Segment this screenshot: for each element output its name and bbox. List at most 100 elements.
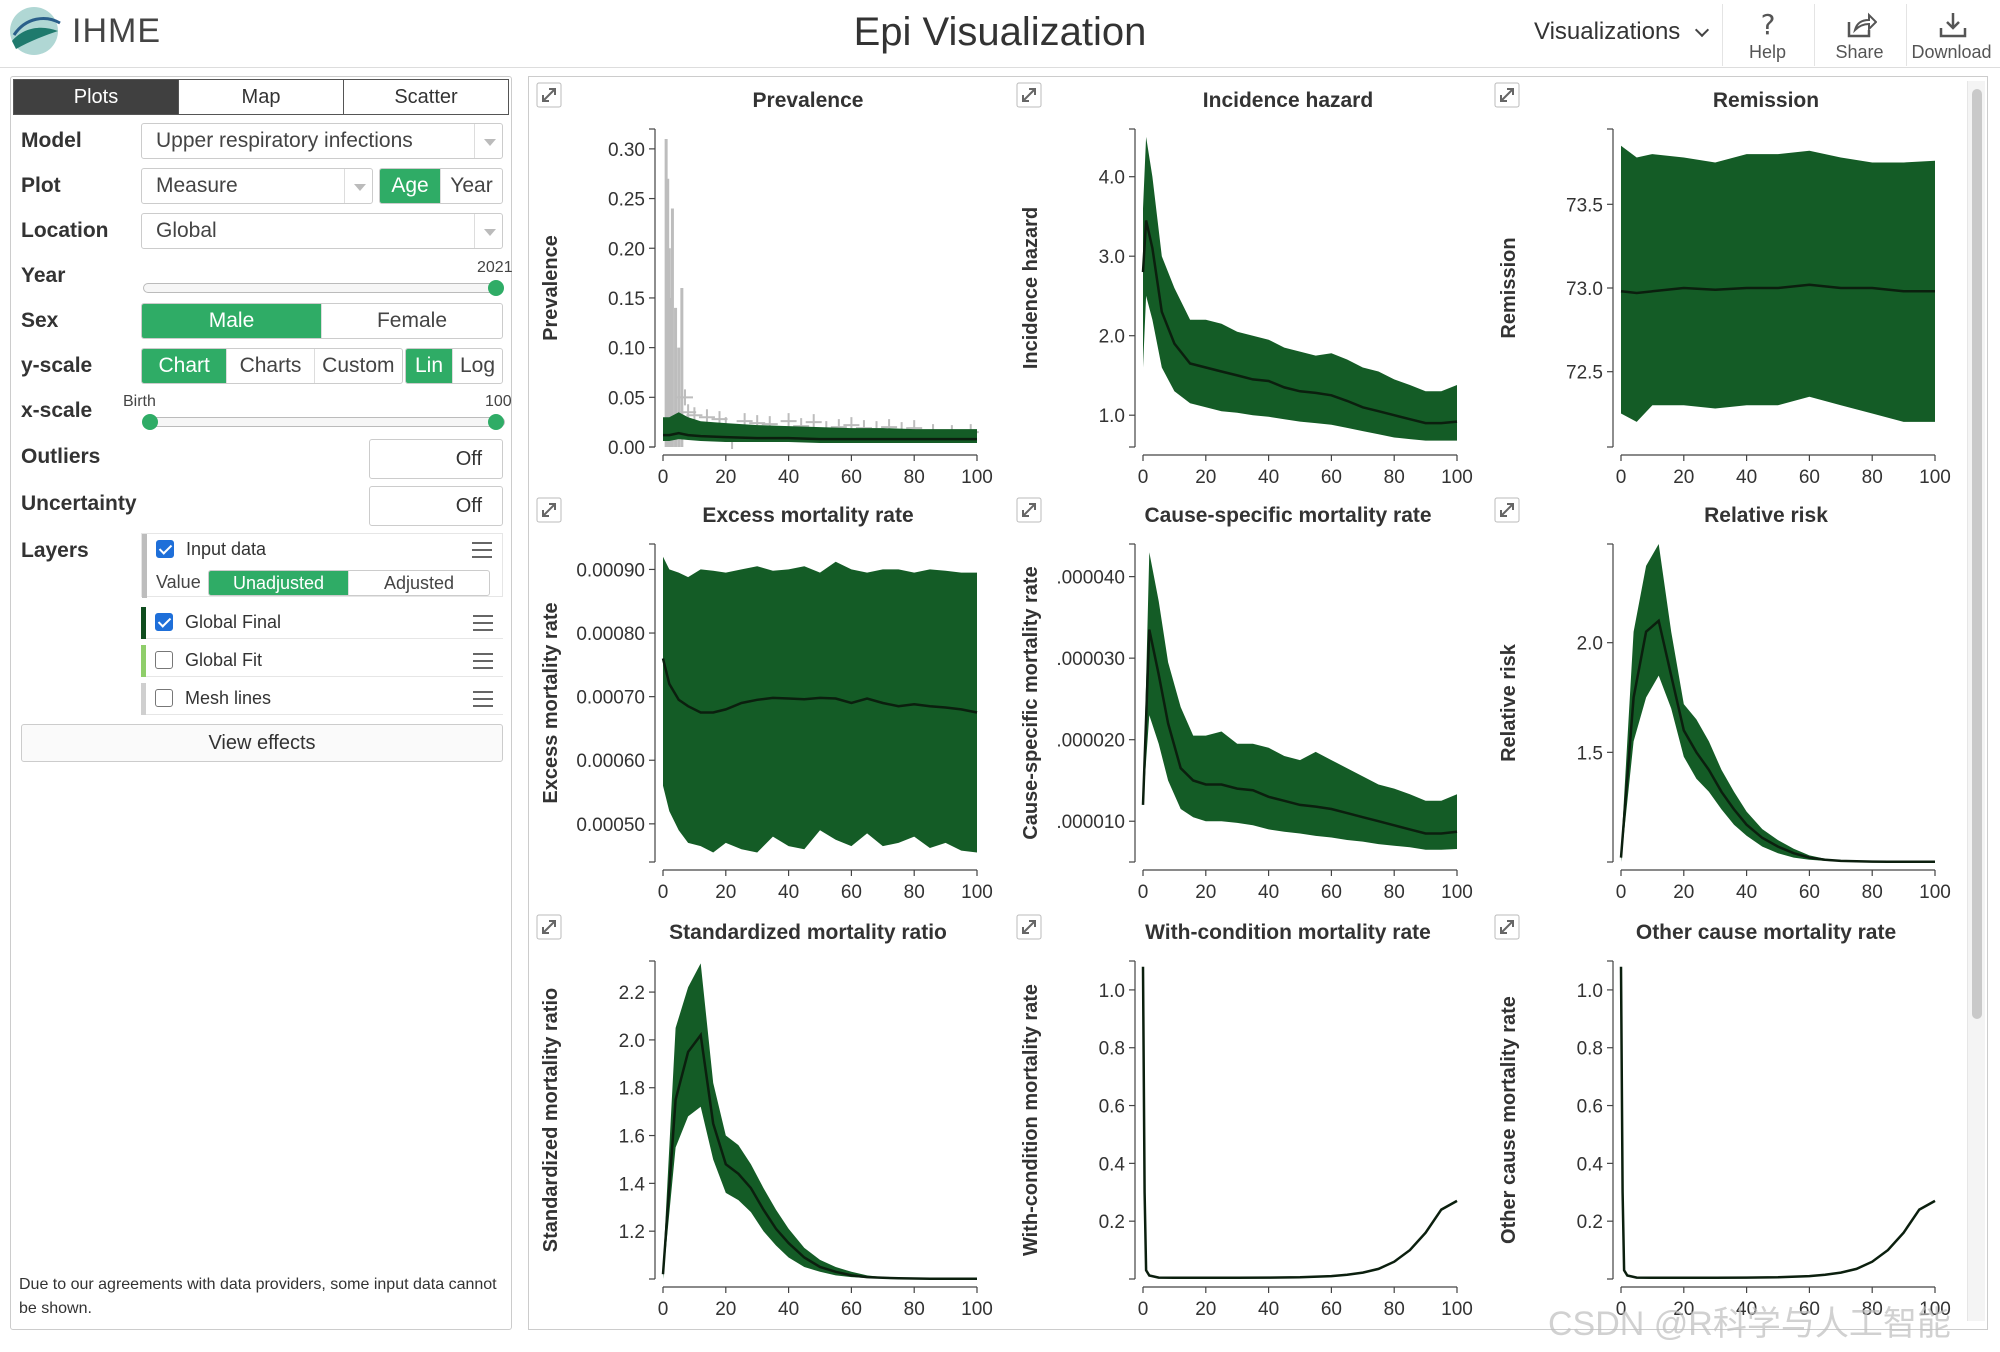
chart-title: Standardized mortality ratio bbox=[669, 921, 947, 944]
expand-icon[interactable] bbox=[536, 497, 562, 523]
layer-name: Global Fit bbox=[185, 650, 263, 670]
x-tick-label: 100 bbox=[961, 882, 993, 903]
expand-arrows bbox=[1500, 920, 1514, 934]
mean-line bbox=[1619, 966, 1936, 1280]
tab-scatter[interactable]: Scatter bbox=[394, 86, 458, 108]
expand-icon[interactable] bbox=[1016, 497, 1042, 523]
layer-name: Global Final bbox=[185, 612, 282, 632]
expand-icon[interactable] bbox=[1494, 82, 1520, 108]
yscale-log-option[interactable]: Log bbox=[459, 354, 496, 377]
plots-svg: PrevalencePrevalence0.000.050.100.150.20… bbox=[536, 82, 1951, 1320]
x-tick-label: 20 bbox=[1195, 467, 1216, 488]
plot-dimension-toggle: Age Year bbox=[379, 168, 503, 204]
y-tick-label: 1.4 bbox=[619, 1174, 646, 1195]
yscale-custom-option[interactable]: Custom bbox=[322, 354, 395, 377]
mean-line bbox=[1141, 220, 1458, 425]
chart-panel: Prevalence Prevalence 0.00 0.05 0.10 0.15 0.20… bbox=[536, 82, 993, 488]
x-tick-label: 60 bbox=[1799, 467, 1820, 488]
chart-panel: Excess mortality rate Excess mortality ra… bbox=[536, 497, 993, 903]
year-slider[interactable] bbox=[143, 280, 504, 296]
layer-global-fit-checkbox[interactable] bbox=[155, 651, 173, 669]
xscale-min-handle[interactable] bbox=[142, 414, 158, 430]
xscale-max-handle[interactable] bbox=[488, 414, 504, 430]
uncertainty-toggle[interactable]: Off bbox=[369, 486, 503, 526]
hamburger-menu-icon[interactable] bbox=[473, 615, 493, 631]
x-tick-label: 60 bbox=[1799, 1299, 1820, 1320]
expand-icon[interactable] bbox=[1494, 497, 1520, 523]
y-tick-label: 2.2 bbox=[619, 983, 645, 1004]
hamburger-menu-icon[interactable] bbox=[472, 542, 492, 558]
x-tick-label: 100 bbox=[1919, 882, 1951, 903]
sex-female-option[interactable]: Female bbox=[376, 309, 448, 332]
uncertainty-band bbox=[663, 556, 977, 853]
chart-title: Incidence hazard bbox=[1203, 89, 1373, 112]
expand-icon[interactable] bbox=[536, 82, 562, 108]
year-slider-handle[interactable] bbox=[488, 280, 504, 296]
brand-name: IHME bbox=[72, 12, 161, 50]
x-tick-label: 100 bbox=[961, 467, 993, 488]
mean-line bbox=[1141, 966, 1458, 1280]
tab-map[interactable]: Map bbox=[179, 80, 344, 114]
y-tick-label: 0.2 bbox=[1577, 1212, 1603, 1233]
y-tick-label: .000020 bbox=[1056, 731, 1125, 752]
layer-mesh-lines-checkbox[interactable] bbox=[155, 689, 173, 707]
plot-age-option[interactable]: Age bbox=[380, 169, 442, 203]
y-tick-label: 2.0 bbox=[1099, 327, 1125, 348]
layer-input-data: Input data Value Unadjusted Adjusted bbox=[141, 533, 503, 598]
x-tick-label: 80 bbox=[904, 882, 925, 903]
location-label: Location bbox=[21, 219, 109, 242]
expand-icon[interactable] bbox=[1494, 914, 1520, 940]
hamburger-menu-icon[interactable] bbox=[473, 653, 493, 669]
x-tick-label: 60 bbox=[1321, 1299, 1342, 1320]
x-tick-label: 0 bbox=[1616, 882, 1627, 903]
sex-male-option[interactable]: Male bbox=[142, 304, 322, 338]
expand-icon[interactable] bbox=[1016, 82, 1042, 108]
help-button[interactable]: ? Help bbox=[1722, 4, 1812, 66]
model-label: Model bbox=[21, 129, 82, 152]
scrollbar-thumb[interactable] bbox=[1972, 89, 1982, 1019]
visualizations-menu[interactable]: Visualizations bbox=[1534, 18, 1710, 46]
layer-input-data-checkbox[interactable] bbox=[156, 540, 174, 558]
expand-icon[interactable] bbox=[1016, 914, 1042, 940]
chart-ylabel: Excess mortality rate bbox=[540, 602, 562, 803]
outliers-toggle[interactable]: Off bbox=[369, 439, 503, 479]
x-tick-label: 100 bbox=[1441, 882, 1473, 903]
location-select[interactable]: Global bbox=[141, 213, 503, 249]
x-tick-label: 0 bbox=[1138, 1299, 1149, 1320]
y-tick-label: 1.0 bbox=[1577, 981, 1603, 1002]
x-tick-label: 100 bbox=[1919, 1299, 1951, 1320]
plots-scrollbar[interactable] bbox=[1967, 81, 1985, 1321]
view-tabs: Plots Map Scatter bbox=[13, 79, 509, 115]
layer-color-bar bbox=[141, 607, 146, 639]
download-button[interactable]: Download bbox=[1906, 4, 1996, 66]
tab-plots[interactable]: Plots bbox=[14, 80, 179, 114]
x-tick-label: 100 bbox=[961, 1299, 993, 1320]
y-tick-label: 0.00090 bbox=[576, 560, 645, 581]
chevron-down-icon bbox=[1694, 22, 1710, 38]
yscale-lin-option[interactable]: Lin bbox=[406, 349, 454, 383]
xscale-slider[interactable] bbox=[142, 414, 505, 430]
layer-adjusted-option[interactable]: Adjusted bbox=[383, 573, 455, 593]
y-tick-label: 0.00060 bbox=[576, 751, 645, 772]
x-tick-label: 100 bbox=[1441, 467, 1473, 488]
yscale-chart-option[interactable]: Chart bbox=[142, 349, 228, 383]
x-tick-label: 40 bbox=[778, 882, 799, 903]
share-button[interactable]: Share bbox=[1814, 4, 1904, 66]
plot-select[interactable]: Measure bbox=[141, 168, 373, 204]
expand-icon[interactable] bbox=[536, 914, 562, 940]
x-tick-label: 40 bbox=[1258, 467, 1279, 488]
xscale-label: x-scale bbox=[21, 399, 93, 422]
plot-select-value: Measure bbox=[156, 174, 238, 197]
x-tick-label: 0 bbox=[1616, 1299, 1627, 1320]
yscale-charts-option[interactable]: Charts bbox=[227, 349, 315, 383]
view-effects-button[interactable]: View effects bbox=[21, 724, 503, 762]
hamburger-menu-icon[interactable] bbox=[473, 691, 493, 707]
layer-global-final-checkbox[interactable] bbox=[155, 613, 173, 631]
plot-year-option[interactable]: Year bbox=[450, 174, 493, 197]
expand-arrows bbox=[1022, 88, 1036, 102]
header: IHME Epi Visualization Visualizations ? … bbox=[0, 0, 2000, 68]
x-tick-label: 60 bbox=[1321, 467, 1342, 488]
x-tick-label: 80 bbox=[1862, 1299, 1883, 1320]
layer-unadjusted-option[interactable]: Unadjusted bbox=[209, 571, 349, 595]
model-select[interactable]: Upper respiratory infections bbox=[141, 123, 503, 159]
